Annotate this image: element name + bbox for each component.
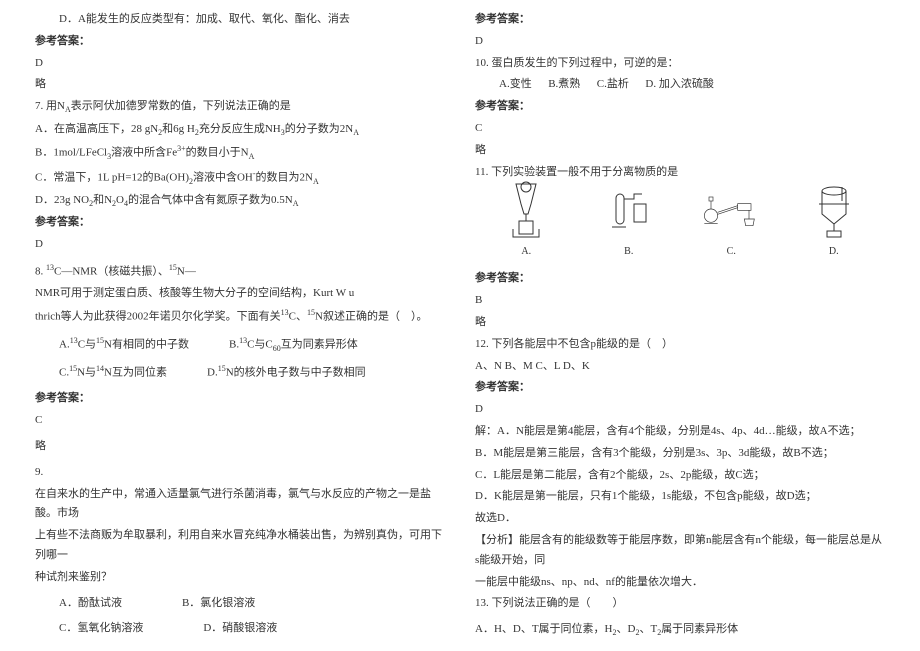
q13-a: A．H、D、T属于同位素，H2、D2、T2属于同素异形体 (475, 620, 885, 641)
q12-ana1: 【分析】能层含有的能级数等于能层序数，即第n能层含有n个能级，每一能层总是从s能… (475, 531, 885, 571)
q8-stem2: NMR可用于测定蛋白质、核酸等生物大分子的空间结构，Kurt W u (35, 284, 445, 304)
q9-a: A．酚酞试液 (59, 594, 122, 614)
label-a: A. (521, 243, 531, 261)
apparatus-a: A. (496, 179, 556, 261)
answer-9: D (475, 32, 885, 52)
answer-label: 参考答案： (35, 213, 445, 233)
answer-11: B (475, 291, 885, 311)
answer-label: 参考答案： (35, 389, 445, 409)
skip-6: 略 (35, 75, 445, 95)
q9-stem2: 上有些不法商贩为牟取暴利，利用自来水冒充纯净水桶装出售，为辨别真伪，可用下列哪一 (35, 526, 445, 566)
answer-label: 参考答案： (475, 10, 885, 30)
apparatus-d: D. (804, 179, 864, 261)
skip-8: 略 (35, 437, 445, 457)
q10-b: B.煮熟 (548, 78, 580, 90)
label-b: B. (624, 243, 633, 261)
q8-stem3: thrich等人为此获得2002年诺贝尔化学奖。下面有关13C、15N叙述正确的… (35, 306, 445, 327)
q7-c: C．常温下，1L pH=12的Ba(OH)2溶液中含OH-的数目为2NA (35, 167, 445, 189)
answer-label: 参考答案： (475, 97, 885, 117)
q12-stem: 12. 下列各能层中不包含p能级的是（ ） (475, 335, 885, 355)
label-c: C. (727, 243, 736, 261)
q7-a: A．在高温高压下，28 gN2和6g H2充分反应生成NH3的分子数为2NA (35, 120, 445, 141)
q8-b: B.13C与C60互为同素异形体 (229, 334, 358, 356)
q10-a: A.变性 (499, 78, 532, 90)
q12-sol3: C．L能层是第二能层，含有2个能级，2s、2p能级，故C选； (475, 466, 885, 486)
apparatus-row: A. B. (475, 184, 885, 269)
q9-c: C．氢氧化钠溶液 (59, 619, 143, 639)
answer-label: 参考答案： (475, 378, 885, 398)
q12-sol2: B．M能层是第三能层，含有3个能级，分别是3s、3p、3d能级，故B不选； (475, 444, 885, 464)
q12-sol5: 故选D． (475, 509, 885, 529)
apparatus-c: C. (701, 179, 761, 261)
answer-8: C (35, 411, 445, 431)
q8-a: A.13C与15N有相同的中子数 (59, 334, 189, 356)
q7-stem: 7. 用NA表示阿伏加德罗常数的值，下列说法正确的是 (35, 97, 445, 118)
q10-d: D. 加入浓硫酸 (645, 78, 713, 90)
answer-10: C (475, 119, 885, 139)
q9-d: D．硝酸银溶液 (203, 619, 277, 639)
q9-stem1: 在自来水的生产中，常通入适量氯气进行杀菌消毒，氯气与水反应的产物之一是盐酸。市场 (35, 485, 445, 525)
answer-12: D (475, 400, 885, 420)
answer-7: D (35, 235, 445, 255)
label-d: D. (829, 243, 839, 261)
q8-d: D.15N的核外电子数与中子数相同 (207, 362, 366, 383)
q9-num: 9. (35, 463, 445, 483)
q7-d: D．23g NO2和N2O4的混合气体中含有氮原子数为0.5NA (35, 191, 445, 212)
q9-b: B．氯化银溶液 (182, 594, 255, 614)
q-option-d: D．A能发生的反应类型有：加成、取代、氧化、酯化、消去 (35, 10, 445, 30)
q12-opts: A、N B、M C、L D、K (475, 357, 885, 377)
q12-sol1: 解：A．N能层是第4能层，含有4个能级，分别是4s、4p、4d…能级，故A不选； (475, 422, 885, 442)
answer-label: 参考答案： (475, 269, 885, 289)
apparatus-b: B. (599, 179, 659, 261)
q12-sol4: D．K能层是第一能层，只有1个能级，1s能级，不包含p能级，故D选； (475, 487, 885, 507)
skip-11: 略 (475, 313, 885, 333)
q13-stem: 13. 下列说法正确的是（ ） (475, 594, 885, 614)
q10-stem: 10. 蛋白质发生的下列过程中，可逆的是： (475, 54, 885, 74)
answer-label: 参考答案： (35, 32, 445, 52)
q12-ana2: 一能层中能级ns、np、nd、nf的能量依次增大． (475, 573, 885, 593)
q7-b: B．1mol/LFeCl3溶液中所含Fe3+的数目小于NA (35, 142, 445, 164)
q8-stem1: 8. 13C—NMR（核磁共振）、15N— (35, 261, 445, 282)
q10-c: C.盐析 (597, 78, 629, 90)
answer-6: D (35, 54, 445, 74)
q8-c: C.15N与14N互为同位素 (59, 362, 167, 383)
skip-10: 略 (475, 141, 885, 161)
q9-stem3: 种试剂来鉴别？ (35, 568, 445, 588)
